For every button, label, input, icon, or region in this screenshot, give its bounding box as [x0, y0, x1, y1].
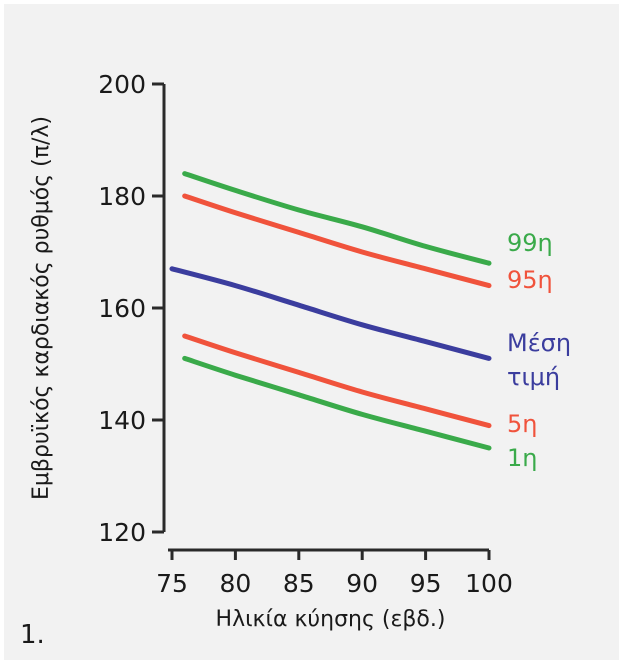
series-label: τιμή [507, 363, 560, 391]
y-tick-label: 120 [98, 518, 146, 547]
series-line [182, 193, 492, 289]
series-label: 5η [507, 410, 537, 438]
series-line [182, 355, 492, 451]
series-line [182, 333, 492, 429]
x-tick-label: 80 [219, 569, 251, 598]
y-axis-title: Εμβρυϊκός καρδιακός ρυθμός (π/λ) [29, 116, 54, 500]
figure-number: 1. [20, 620, 45, 650]
x-tick-label: 100 [465, 569, 513, 598]
series-lines [169, 171, 492, 451]
series-label: Μέση [507, 329, 571, 357]
x-tick-label: 90 [346, 569, 378, 598]
axes [162, 84, 489, 552]
y-tick-label: 200 [98, 70, 146, 99]
x-tick-label: 75 [156, 569, 188, 598]
x-tick-label: 95 [410, 569, 442, 598]
y-tick-label: 180 [98, 182, 146, 211]
chart: 120 140 160 180 200 75 80 85 90 95 100 99η 95η Μέση… [29, 70, 571, 632]
chart-panel: 120 140 160 180 200 75 80 85 90 95 100 99η 95η Μέση… [4, 4, 619, 660]
y-axis-ticks: 120 140 160 180 200 [98, 70, 164, 547]
series-line [182, 171, 492, 266]
x-tick-label: 85 [283, 569, 315, 598]
y-tick-label: 160 [98, 294, 146, 323]
series-label: 1η [507, 444, 537, 472]
x-axis-title: Ηλικία κύησης (εβδ.) [216, 607, 446, 632]
x-axis-ticks: 75 80 85 90 95 100 [156, 550, 513, 598]
series-label: 99η [507, 229, 553, 257]
series-labels: 99η 95η Μέση τιμή 5η 1η [507, 229, 571, 472]
y-tick-label: 140 [98, 406, 146, 435]
series-line [169, 266, 492, 361]
series-label: 95η [507, 266, 553, 294]
